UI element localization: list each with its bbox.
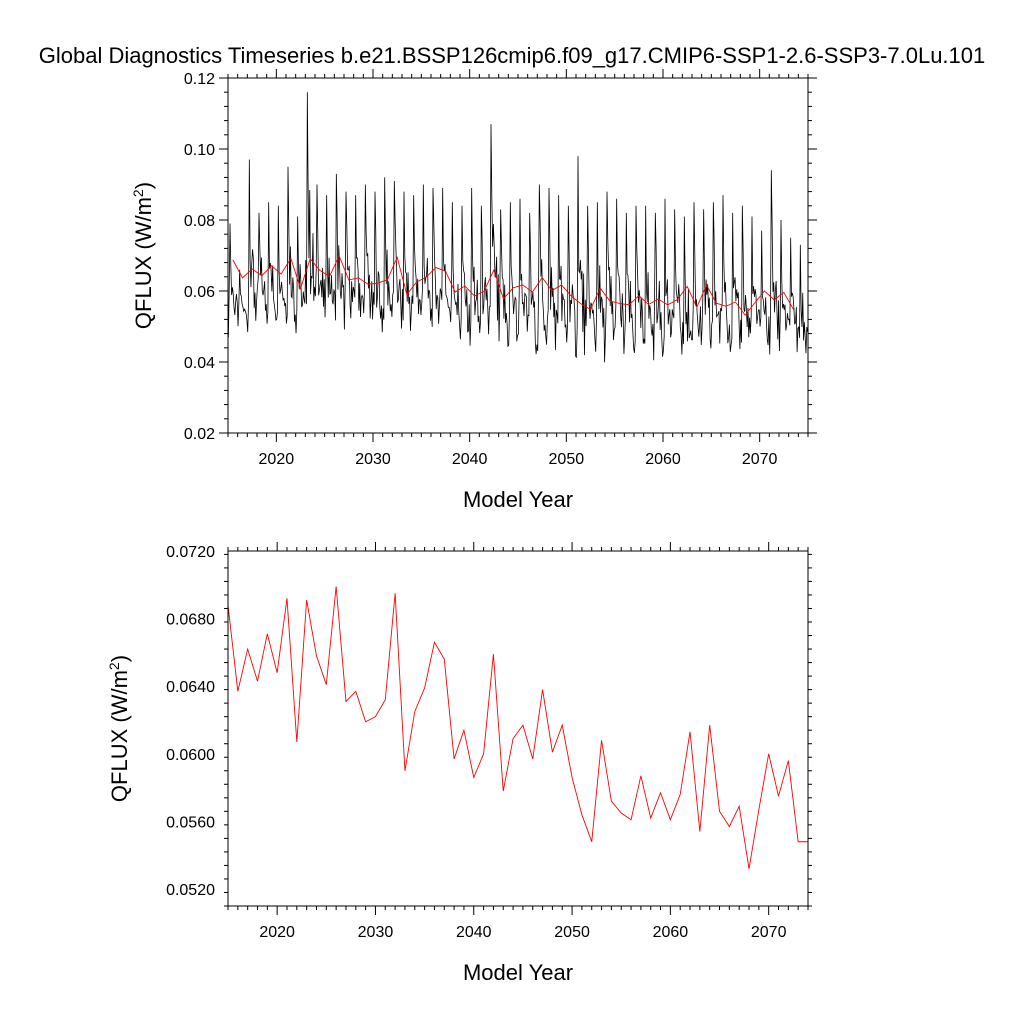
x-tick-label: 2040 bbox=[452, 451, 488, 468]
y-tick-label: 0.0600 bbox=[166, 747, 215, 764]
y-tick-label: 0.02 bbox=[184, 426, 215, 443]
x-tick-label: 2030 bbox=[355, 451, 391, 468]
y-tick-label: 0.08 bbox=[184, 213, 215, 230]
y-tick-label: 0.04 bbox=[184, 355, 215, 372]
x-axis-label: Model Year bbox=[463, 960, 573, 985]
x-axis-label: Model Year bbox=[463, 487, 573, 512]
y-axis-label: QFLUX (W/m2) bbox=[106, 655, 132, 802]
y-tick-label: 0.0560 bbox=[166, 814, 215, 831]
x-tick-label: 2030 bbox=[358, 924, 394, 941]
x-tick-label: 2070 bbox=[742, 451, 778, 468]
y-tick-label: 0.0520 bbox=[166, 882, 215, 899]
y-axis-label: QFLUX (W/m2) bbox=[130, 182, 156, 329]
y-tick-label: 0.12 bbox=[184, 71, 215, 88]
x-tick-label: 2060 bbox=[653, 924, 689, 941]
x-tick-label: 2060 bbox=[645, 451, 681, 468]
timeseries-panel-monthly: 2020 2030 2040 2050 2060 2070 0.02 0.04 0.06 0.08… bbox=[130, 69, 817, 512]
tick-marks bbox=[224, 542, 812, 915]
x-tick-label: 2050 bbox=[554, 924, 590, 941]
series-line-0 bbox=[228, 586, 808, 869]
plot-frame bbox=[227, 550, 809, 907]
timeseries-panel-annual: 2020 2030 2040 2050 2060 2070 0.0520 0.0560 0.06… bbox=[106, 542, 812, 985]
x-tick-label: 2020 bbox=[259, 924, 295, 941]
chart-title: Global Diagnostics Timeseries b.e21.BSSP… bbox=[39, 43, 986, 68]
plot-frame bbox=[227, 77, 809, 434]
y-tick-label: 0.0720 bbox=[166, 544, 215, 561]
y-tick-label: 0.06 bbox=[184, 284, 215, 301]
series-line-0 bbox=[228, 92, 808, 363]
x-tick-label: 2040 bbox=[456, 924, 492, 941]
y-tick-label: 0.10 bbox=[184, 142, 215, 159]
series-line-1 bbox=[232, 254, 794, 316]
x-tick-label: 2050 bbox=[549, 451, 585, 468]
y-tick-label: 0.0640 bbox=[166, 679, 215, 696]
x-tick-label: 2020 bbox=[259, 451, 295, 468]
tick-marks bbox=[219, 69, 817, 442]
x-tick-label: 2070 bbox=[751, 924, 787, 941]
y-tick-label: 0.0680 bbox=[166, 612, 215, 629]
